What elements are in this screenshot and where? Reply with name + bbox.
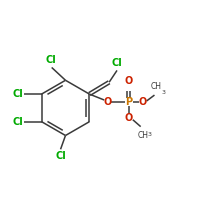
Text: CH: CH — [151, 82, 162, 91]
Text: Cl: Cl — [12, 117, 23, 127]
Text: O: O — [139, 97, 147, 107]
Text: P: P — [125, 97, 132, 107]
Text: Cl: Cl — [55, 151, 66, 161]
Text: Cl: Cl — [45, 55, 56, 65]
Text: 3: 3 — [161, 90, 165, 95]
Text: 3: 3 — [148, 132, 152, 137]
Text: O: O — [125, 113, 133, 123]
Text: O: O — [125, 76, 133, 86]
Text: O: O — [103, 97, 111, 107]
Text: Cl: Cl — [112, 58, 122, 68]
Text: CH: CH — [137, 131, 148, 140]
Text: Cl: Cl — [12, 89, 23, 99]
